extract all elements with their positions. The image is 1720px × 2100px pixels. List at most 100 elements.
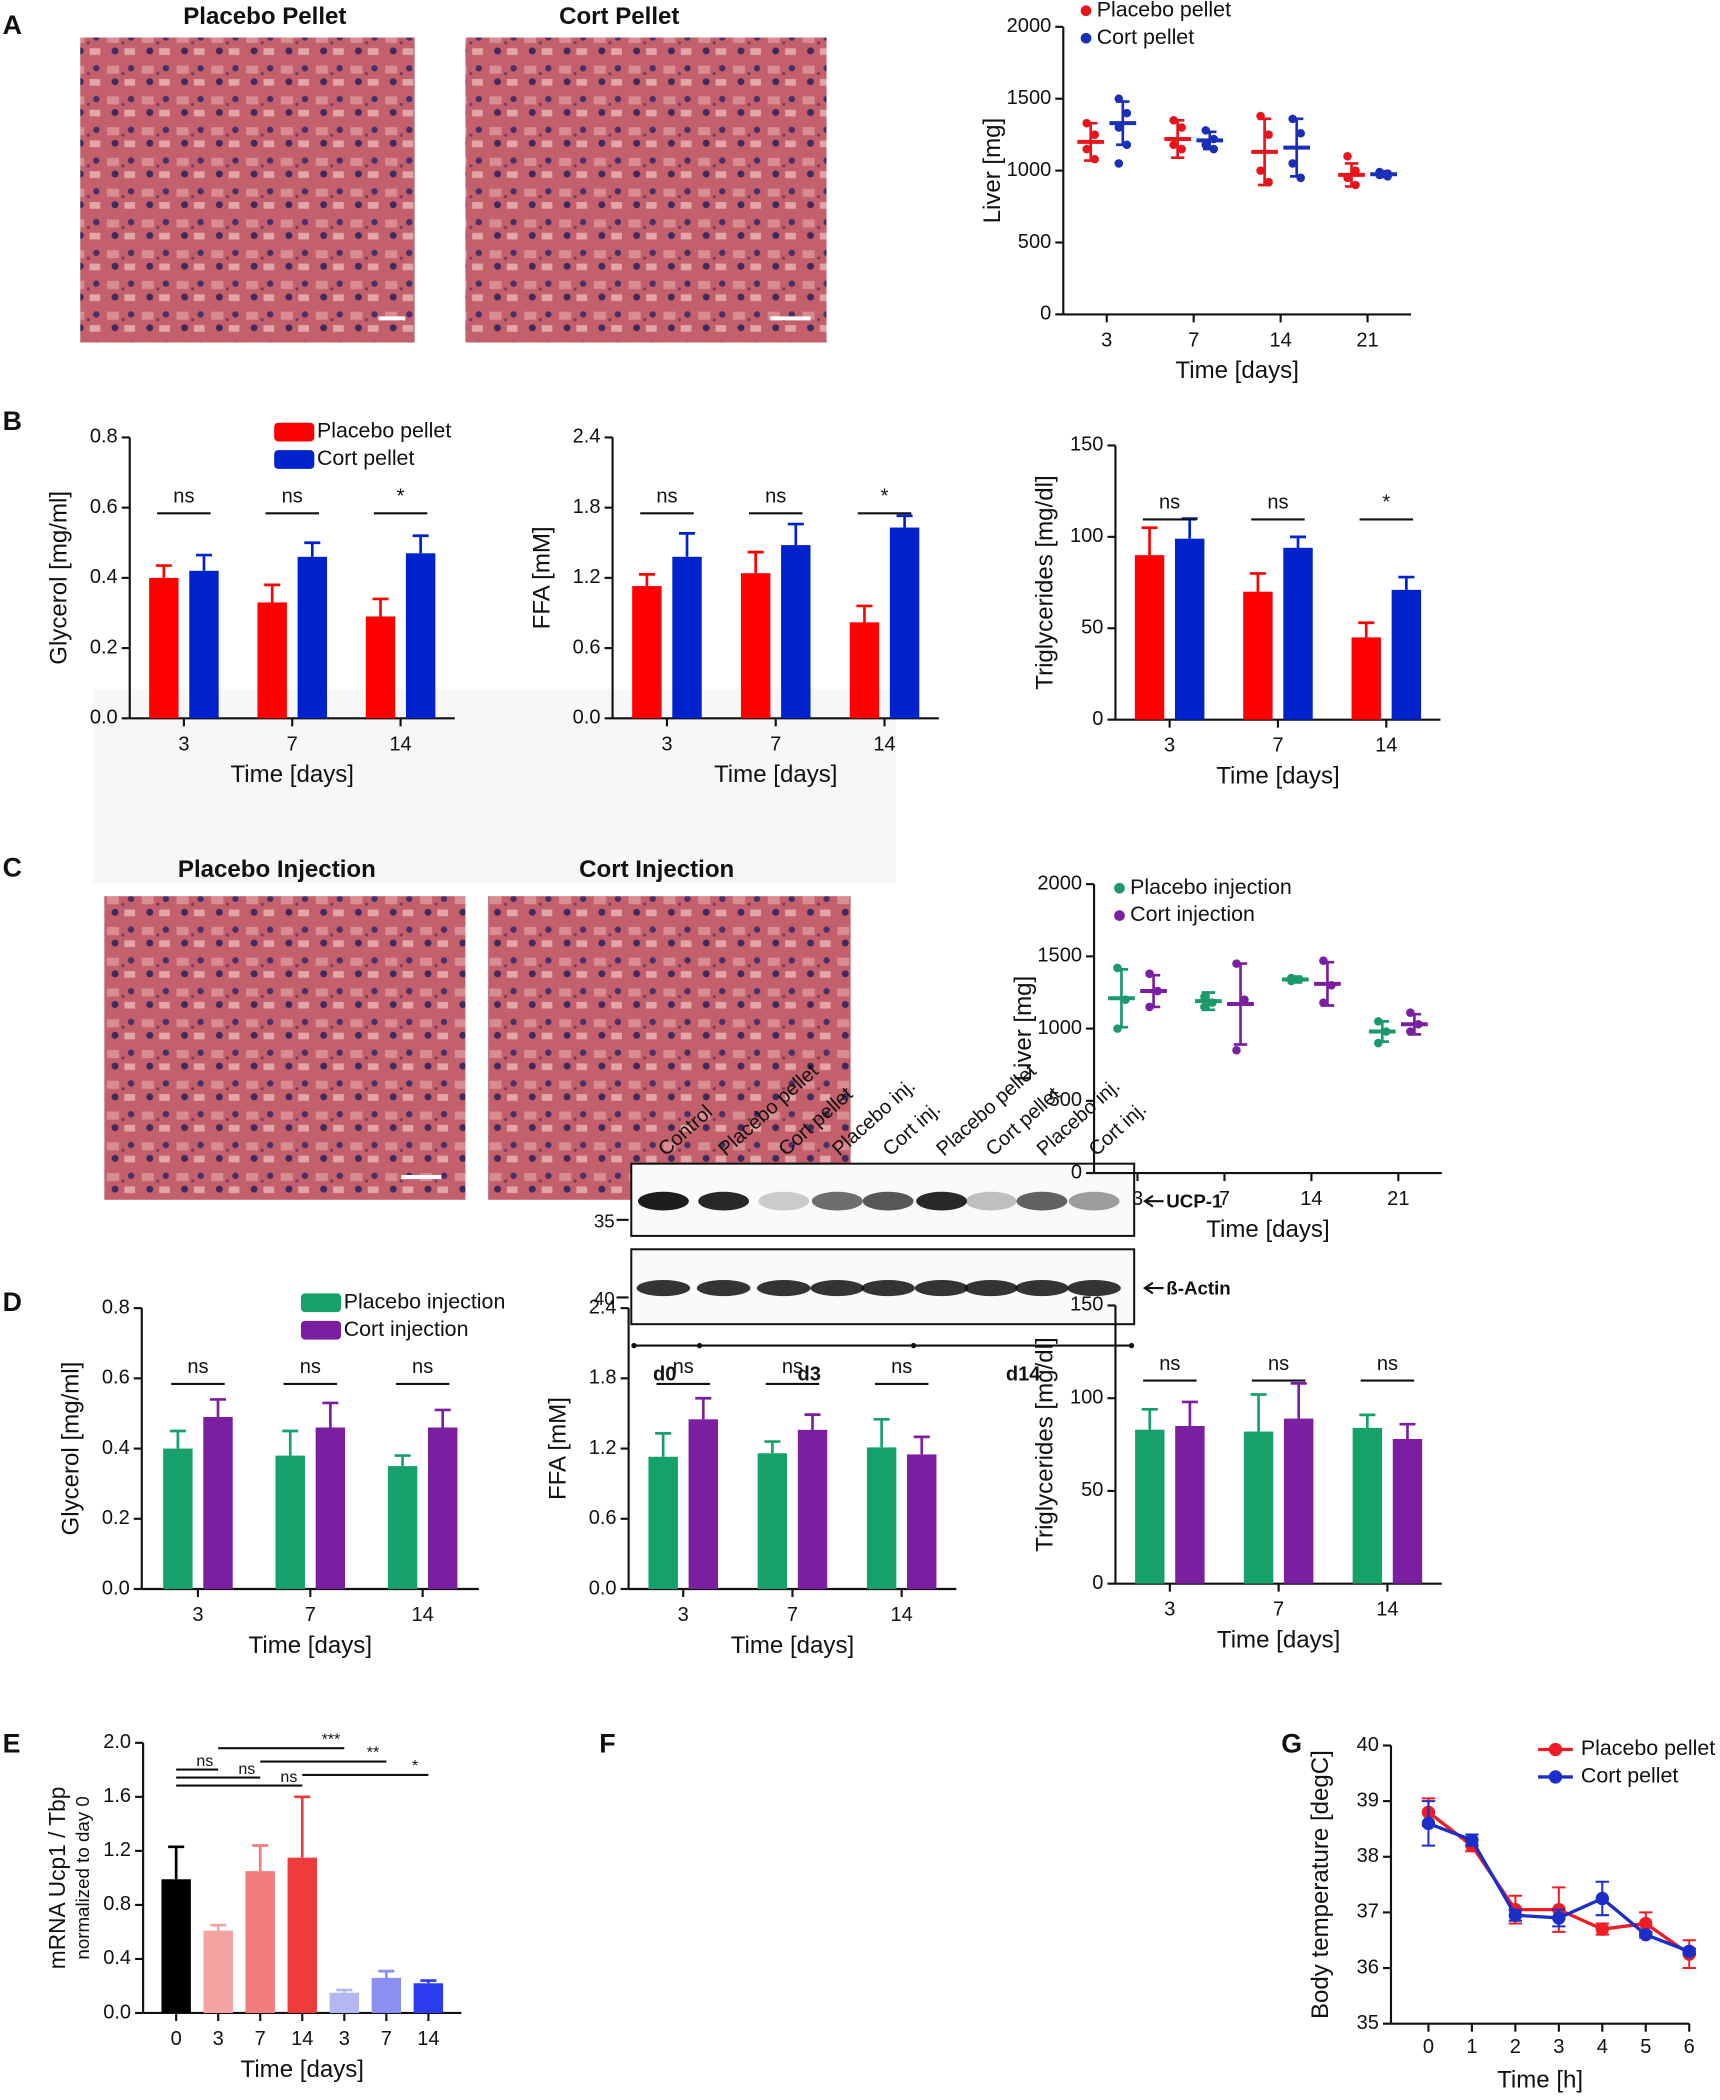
bar [1391,589,1422,720]
x-tick-label: 3 [1553,2036,1564,2058]
legend-swatch [1080,32,1092,44]
micrographs: Placebo Pellet Cort Pellet Placebo Injec… [80,3,851,1200]
legend-swatch [1548,1742,1563,1757]
y-axis-label: FFA [mM] [528,526,555,629]
error-bar [210,1923,227,1931]
bar [161,1879,191,2013]
blot-band [757,1280,811,1297]
chart: 0 500 1000 1500 2000 Liver [mg] Time [days] 3 7 1… [1010,872,1442,1243]
x-axis-label: Time [days] [231,761,354,788]
error-bar [695,1396,712,1420]
legend-swatch [1114,882,1125,894]
x-tick-label: 2 [1510,2036,1521,2058]
error-bar [1359,1413,1376,1428]
bar [315,1427,346,1590]
point [1421,1816,1436,1831]
error-bar [155,564,172,578]
y-axis-label: FFA [mM] [544,1397,571,1500]
legend-swatch [274,422,315,442]
y-axis-label: Liver [mg] [1010,976,1037,1082]
significance-label: *** [322,1730,341,1748]
x-axis-label: Time [days] [1216,763,1339,790]
point [1122,140,1132,150]
y-tick-label: 2.4 [573,426,601,448]
bar [245,1871,275,2013]
point [1177,123,1186,132]
y-tick-label: 1500 [1007,87,1052,109]
error-bar [336,1988,353,1993]
error-bar [787,522,804,546]
error-bar [1358,621,1375,638]
point [1256,111,1265,121]
legend-label: Placebo pellet [1581,1736,1715,1760]
x-tick-label: 3 [192,1604,203,1626]
x-tick-label: 7 [787,1604,798,1626]
blot-band [696,1280,751,1297]
significance-label: ns [280,1768,297,1786]
x-tick-label: 0 [1423,2036,1434,2058]
y-tick-label: 0.6 [573,636,601,658]
x-tick-label: 4 [1597,2036,1608,2058]
x-tick-label: 14 [891,1604,913,1626]
bracket-dot [696,1342,703,1349]
error-bar [804,1413,821,1430]
x-tick-label: 3 [1164,1599,1175,1621]
y-axis-label: normalized to day 0 [72,1796,93,1959]
legend-swatch [300,1320,342,1340]
bar [203,1416,233,1590]
y-axis-label: Triglycerides [mg/dl] [1031,475,1058,689]
point [1406,1027,1415,1036]
error-bar [434,1408,451,1428]
y-tick-label: 1000 [1037,1017,1082,1039]
x-tick-label: 3 [339,2028,350,2050]
point [1169,140,1178,150]
bracket-dot [1128,1342,1135,1349]
significance-label: * [1382,492,1390,514]
significance-label: ns [891,1356,912,1378]
legend-swatch [300,1293,342,1313]
point [1373,1017,1383,1026]
significance-label: ns [238,1760,255,1778]
bar [781,545,811,719]
significance-label: ns [1159,492,1180,514]
chart: 0.0 0.2 0.4 0.6 0.8 Glycerol [mg/ml] Time [day… [46,419,455,788]
micrograph [488,896,851,1200]
point [1351,180,1360,190]
error-bar [913,1435,930,1455]
error-bar [638,573,655,587]
bar [1283,547,1313,720]
y-tick-label: 0.8 [103,1893,131,1915]
legend-label: Placebo injection [344,1289,506,1313]
x-tick-label: 7 [770,733,781,755]
band-arrow [1142,1194,1164,1295]
micrograph [104,896,466,1200]
blot-band [916,1191,967,1211]
y-tick-label: 100 [1070,1386,1103,1408]
legend-label: Cort injection [1130,902,1255,926]
y-tick-label: 0.0 [589,1577,617,1599]
bar [672,556,702,719]
legend-label: Cort injection [344,1317,469,1341]
legend-swatch [1080,5,1092,17]
y-tick-label: 38 [1357,1845,1379,1867]
point [1200,992,1209,1002]
chart: 0.0 0.2 0.4 0.6 0.8 Glycerol [mg/ml] Time [day… [58,1289,506,1658]
panel-letters: A B C D E F G [3,10,1302,1759]
bar [329,1992,360,2013]
blot-band [636,1280,691,1297]
background-shade [93,688,897,883]
legend-label: Cort pellet [1097,25,1194,49]
blot-band [810,1280,865,1297]
legend-label: Cort pellet [317,446,414,470]
blot-band [1016,1191,1068,1211]
point [1153,986,1162,996]
micrograph-title: Placebo Pellet [183,3,346,30]
y-tick-label: 0 [1040,303,1051,325]
bar [740,573,771,719]
error-bar [169,1429,186,1449]
x-axis-label: Time [days] [1217,1627,1340,1654]
legend-swatch [1114,910,1125,921]
bar [1243,591,1273,720]
point [1122,108,1132,118]
